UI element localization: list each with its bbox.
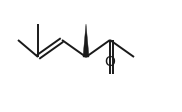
Text: O: O bbox=[105, 55, 115, 69]
Polygon shape bbox=[83, 24, 89, 57]
